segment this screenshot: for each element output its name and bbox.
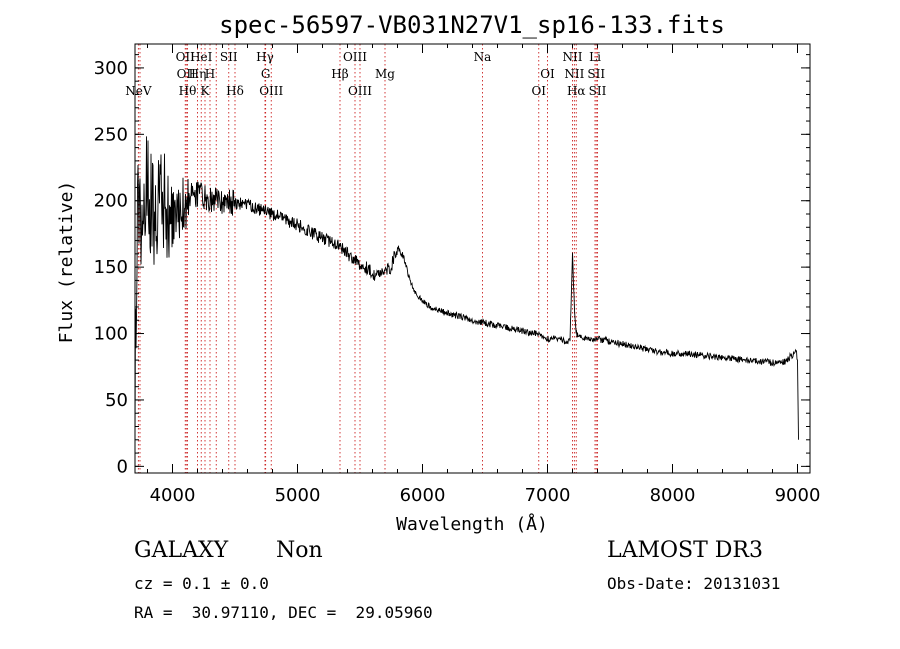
line-marker-label: SII [587, 67, 605, 81]
x-tick-label: 8000 [650, 485, 696, 506]
line-marker-label: SII [220, 50, 238, 64]
chart-title: spec-56597-VB031N27V1_sp16-133.fits [219, 11, 725, 39]
obs-date: Obs-Date: 20131031 [607, 574, 781, 593]
object-class: GALAXY [134, 538, 229, 563]
y-tick-label: 150 [94, 257, 128, 278]
line-marker-labels: NeVOIIOIIHθHηHeIKHSIIHδHγGOIIIHβOIIIOIII… [125, 50, 606, 98]
y-tick-label: 100 [94, 324, 128, 345]
y-tick-label: 200 [94, 191, 128, 212]
line-marker-label: Hγ [256, 50, 274, 64]
object-subclass: Non [276, 538, 323, 563]
x-tick-label: 4000 [150, 485, 196, 506]
line-marker-label: K [201, 84, 211, 98]
line-marker-label: G [261, 67, 271, 81]
axis-ticks [135, 44, 810, 473]
y-tick-label: 300 [94, 58, 128, 79]
plot-frame [134, 43, 811, 474]
x-tick-label: 6000 [400, 485, 446, 506]
line-marker-label: OI [540, 67, 555, 81]
line-marker-label: OII [177, 67, 197, 81]
line-marker-label: Na [474, 50, 492, 64]
line-marker-label: SII [589, 84, 607, 98]
line-marker-label: Hβ [331, 67, 348, 81]
survey-name: LAMOST DR3 [607, 538, 763, 563]
x-tick-label: 9000 [775, 485, 821, 506]
y-axis-label: Flux (relative) [56, 181, 77, 344]
ra-dec-coords: RA = 30.97110, DEC = 29.05960 [134, 603, 433, 622]
line-marker-label: NII [564, 67, 584, 81]
line-marker-label: Hδ [226, 84, 244, 98]
line-marker-label: Li [589, 50, 601, 64]
line-marker-label: Mg [375, 67, 395, 81]
line-marker-label: OIII [259, 84, 283, 98]
axis-tick-labels: 4000 5000 6000 7000 8000 9000 0 50 100 150 200 250 3… [94, 58, 821, 506]
line-marker-label: Hθ [179, 84, 197, 98]
spectrum-series [134, 136, 799, 446]
line-marker-label: NII [563, 50, 583, 64]
line-marker-label: Hα [567, 84, 586, 98]
line-marker-label: H [205, 67, 215, 81]
y-tick-label: 0 [117, 456, 128, 477]
line-marker-label: HeI [190, 50, 213, 64]
y-tick-label: 250 [94, 124, 128, 145]
x-tick-label: 5000 [275, 485, 321, 506]
x-axis-label: Wavelength (Å) [396, 513, 548, 535]
line-marker-label: OI [531, 84, 546, 98]
line-marker-label: OIII [343, 50, 367, 64]
line-marker-label: OII [176, 50, 196, 64]
y-tick-label: 50 [105, 390, 128, 411]
line-marker-label: Hη [189, 67, 207, 81]
line-marker-label: NeV [125, 84, 152, 98]
line-markers [137, 44, 598, 473]
redshift-cz: cz = 0.1 ± 0.0 [134, 574, 269, 593]
x-tick-label: 7000 [525, 485, 571, 506]
spectrum-line [134, 136, 799, 446]
line-marker-label: OIII [348, 84, 372, 98]
